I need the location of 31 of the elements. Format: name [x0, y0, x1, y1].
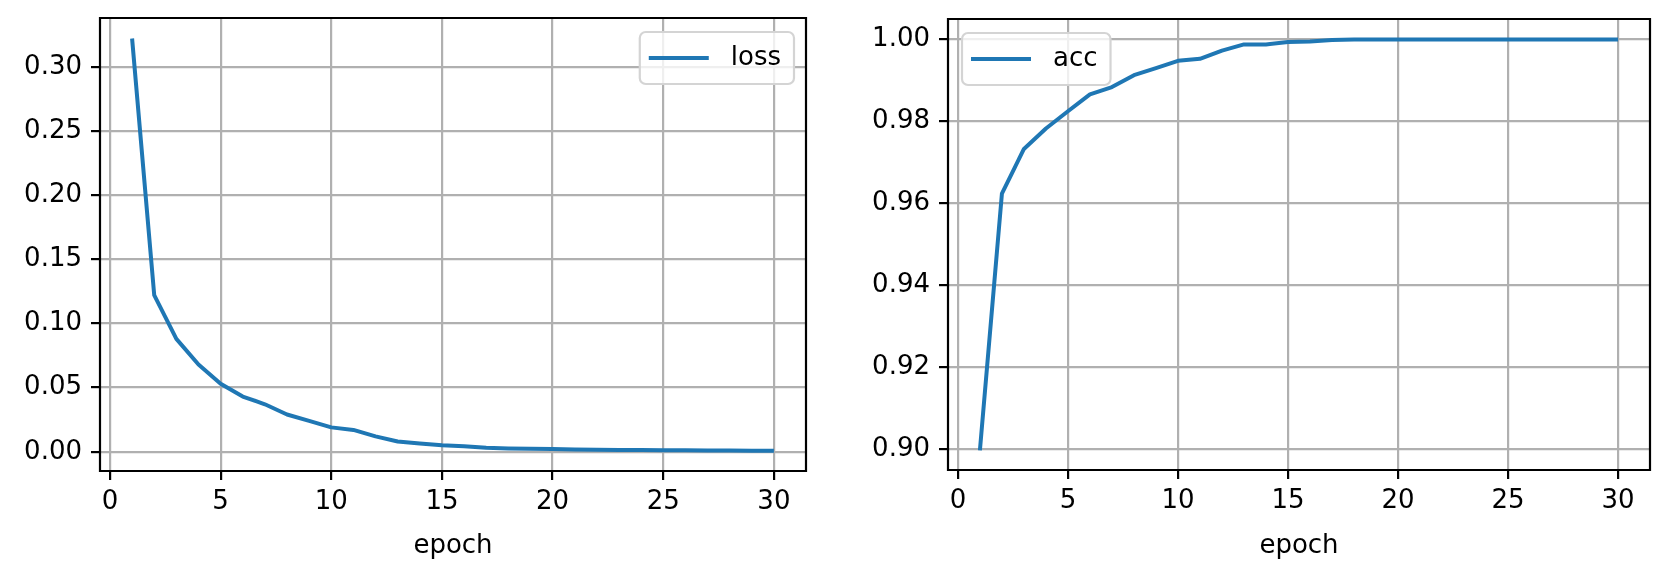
x-tick-label: 20: [536, 485, 570, 516]
y-tick-label: 0.25: [24, 113, 82, 144]
x-tick-label: 20: [1381, 484, 1415, 515]
x-tick-label: 0: [949, 484, 967, 515]
x-axis-title: epoch: [413, 529, 493, 560]
y-tick-label: 0.92: [872, 350, 930, 381]
y-tick-label: 0.10: [24, 306, 82, 337]
y-tick-label: 1.00: [872, 22, 930, 53]
legend-label: acc: [1053, 41, 1098, 72]
x-tick-label: 25: [1491, 484, 1525, 515]
x-tick-label: 0: [101, 485, 119, 516]
x-tick-label: 5: [1059, 484, 1077, 515]
x-tick-label: 5: [212, 485, 229, 516]
y-tick-label: 0.20: [24, 177, 82, 208]
y-tick-label: 0.05: [24, 370, 82, 401]
y-tick-label: 0.00: [24, 434, 82, 465]
y-tick-label: 0.30: [24, 49, 82, 80]
x-tick-label: 15: [425, 485, 459, 516]
y-tick-label: 0.98: [872, 104, 930, 135]
x-axis-title: epoch: [1259, 529, 1339, 560]
x-tick-label: 30: [757, 485, 791, 516]
x-tick-label: 10: [1161, 484, 1195, 515]
x-tick-label: 25: [646, 485, 680, 516]
y-tick-label: 0.96: [872, 186, 930, 217]
y-tick-label: 0.90: [872, 432, 930, 463]
x-tick-label: 30: [1601, 484, 1635, 515]
x-tick-label: 15: [1271, 484, 1305, 515]
legend-label: loss: [730, 40, 782, 71]
x-tick-label: 10: [314, 485, 348, 516]
y-tick-label: 0.94: [872, 268, 930, 299]
y-tick-label: 0.15: [24, 242, 82, 273]
